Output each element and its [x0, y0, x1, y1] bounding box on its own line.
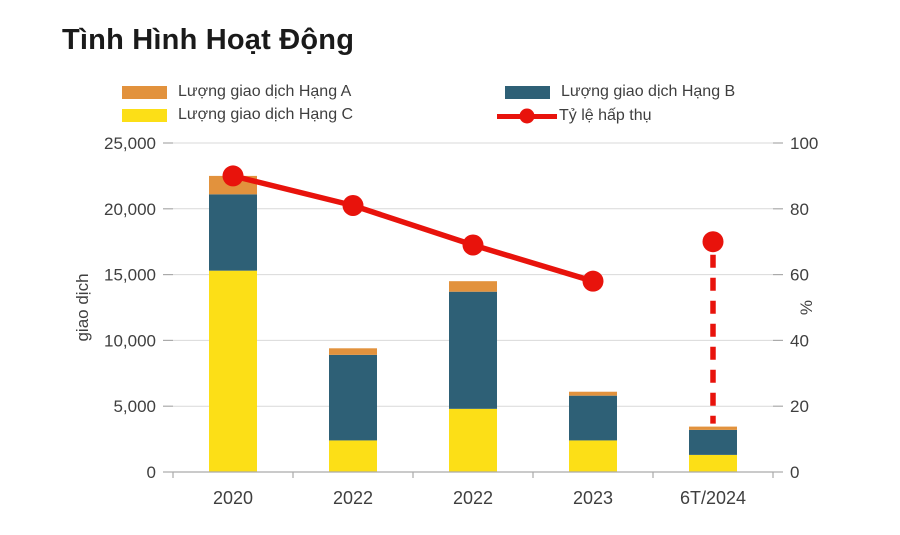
legend-line-dot-icon — [519, 108, 535, 124]
legend-item-hang-a: Lượng giao dịch Hạng A — [122, 83, 351, 101]
right-axis-tick-label: 20 — [790, 397, 809, 416]
absorption-point — [462, 234, 484, 256]
legend-item-hang-c: Lượng giao dịch Hạng C — [122, 106, 353, 124]
right-axis-title: % — [797, 300, 816, 315]
bar-segment-hang_b — [449, 291, 497, 409]
bar-segment-hang_c — [329, 440, 377, 472]
absorption-point — [702, 231, 724, 253]
legend-label-absorption: Tỷ lệ hấp thụ — [559, 107, 652, 124]
left-axis-title: giao dịch — [73, 273, 92, 341]
x-axis-category-label: 2020 — [213, 488, 253, 508]
left-axis-tick-label: 20,000 — [104, 200, 156, 219]
x-axis-category-label: 2022 — [333, 488, 373, 508]
absorption-point — [342, 195, 364, 217]
legend-swatch-hang-c-icon — [122, 108, 167, 122]
absorption-point — [222, 165, 244, 187]
legend-swatch-hang-a-icon — [122, 85, 167, 99]
bar-segment-hang_c — [569, 440, 617, 472]
legend-item-hang-b: Lượng giao dịch Hạng B — [505, 83, 735, 101]
x-axis-category-label: 2023 — [573, 488, 613, 508]
bar-segment-hang_c — [689, 454, 737, 472]
legend-label-hang-c: Lượng giao dịch Hạng C — [178, 106, 354, 123]
legend-line-marker-icon — [497, 108, 557, 124]
bar-segment-hang_c — [209, 270, 257, 472]
right-axis-tick-label: 0 — [790, 463, 799, 482]
legend-item-absorption: Tỷ lệ hấp thụ — [497, 107, 652, 125]
bar-segment-hang_a — [449, 281, 497, 292]
right-axis-tick-label: 60 — [790, 266, 809, 285]
right-axis-tick-label: 100 — [790, 134, 818, 153]
left-axis-tick-label: 5,000 — [113, 397, 156, 416]
legend-label-hang-a: Lượng giao dịch Hạng A — [178, 83, 352, 100]
absorption-point — [582, 270, 604, 292]
left-axis-tick-label: 15,000 — [104, 266, 156, 285]
chart-title: Tình Hình Hoạt Động — [62, 24, 355, 56]
left-axis-tick-label: 25,000 — [104, 134, 156, 153]
right-axis-tick-label: 40 — [790, 331, 809, 350]
right-axis-tick-label: 80 — [790, 200, 809, 219]
left-axis-tick-label: 0 — [147, 463, 156, 482]
legend-label-hang-b: Lượng giao dịch Hạng B — [561, 83, 736, 100]
bar-segment-hang_b — [569, 395, 617, 441]
bar-segment-hang_b — [329, 354, 377, 441]
x-axis-category-label: 6T/2024 — [680, 488, 746, 508]
bar-segment-hang_c — [449, 408, 497, 472]
bar-segment-hang_a — [329, 348, 377, 355]
bar-segment-hang_a — [689, 426, 737, 430]
absorption-line — [230, 173, 596, 284]
left-axis-tick-label: 10,000 — [104, 331, 156, 350]
legend-swatch-hang-b-icon — [505, 85, 550, 99]
bar-segment-hang_b — [689, 429, 737, 455]
x-axis-category-label: 2022 — [453, 488, 493, 508]
bar-segment-hang_b — [209, 194, 257, 271]
bar-segment-hang_a — [569, 391, 617, 396]
